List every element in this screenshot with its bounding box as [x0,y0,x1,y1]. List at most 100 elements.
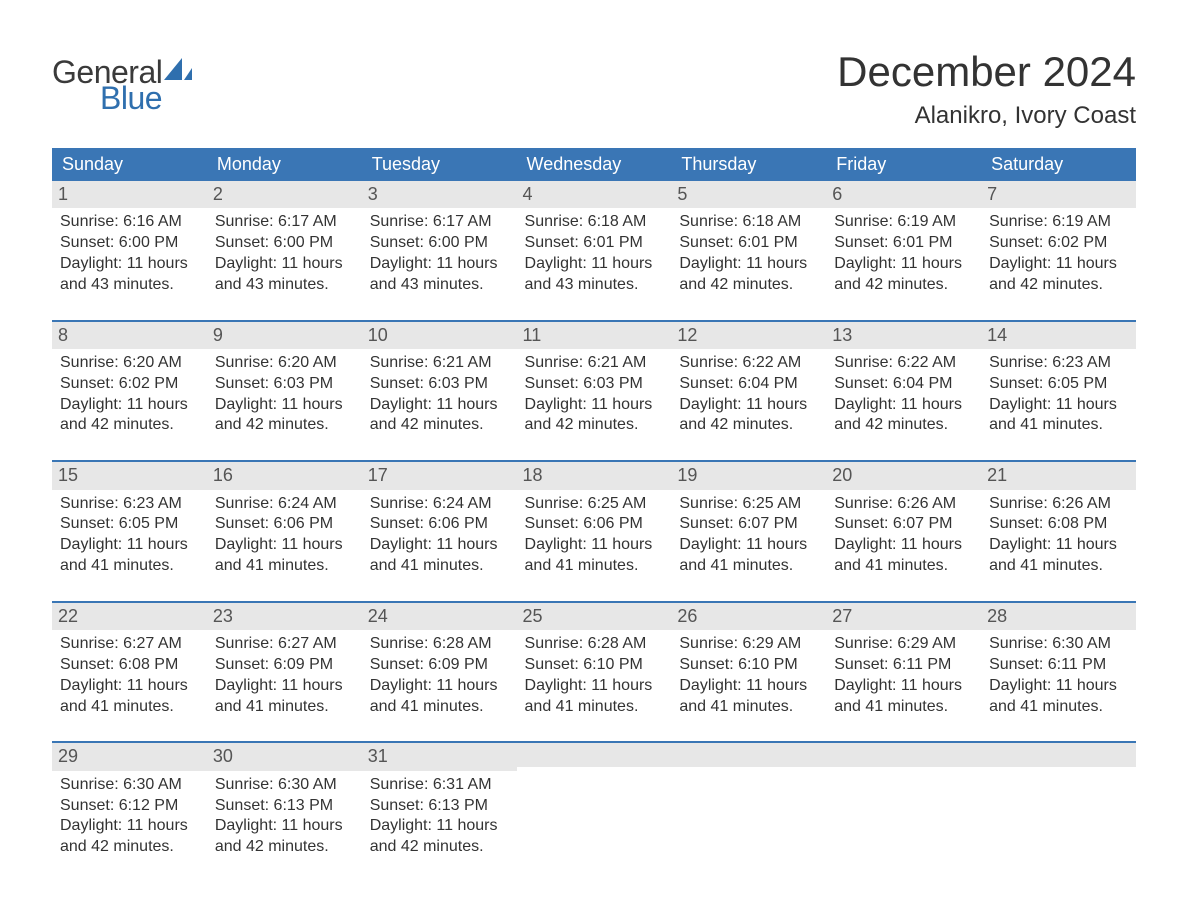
daylight-line-2: and 41 minutes. [679,697,818,718]
sunset-line: Sunset: 6:03 PM [370,374,509,395]
sunrise-line: Sunrise: 6:28 AM [525,634,664,655]
sunset-line: Sunset: 6:13 PM [370,796,509,817]
daylight-line-2: and 42 minutes. [525,415,664,436]
day-number: 8 [52,320,207,349]
daylight-line-1: Daylight: 11 hours [679,535,818,556]
sunset-line: Sunset: 6:06 PM [370,514,509,535]
sunrise-line: Sunrise: 6:25 AM [679,494,818,515]
daylight-line-1: Daylight: 11 hours [989,254,1128,275]
day-number: 15 [52,460,207,489]
daylight-line-2: and 41 minutes. [370,556,509,577]
sunrise-line: Sunrise: 6:19 AM [834,212,973,233]
daylight-line-2: and 42 minutes. [989,275,1128,296]
sunset-line: Sunset: 6:01 PM [834,233,973,254]
calendar-day-cell [981,741,1136,882]
daylight-line-1: Daylight: 11 hours [679,254,818,275]
sail-icon [164,58,192,84]
daylight-line-1: Daylight: 11 hours [215,395,354,416]
calendar-header-row: SundayMondayTuesdayWednesdayThursdayFrid… [52,148,1136,181]
calendar-day-cell: 22 Sunrise: 6:27 AMSunset: 6:08 PMDayligh… [52,601,207,742]
calendar-day-cell [517,741,672,882]
sunrise-line: Sunrise: 6:21 AM [525,353,664,374]
day-number: 11 [517,320,672,349]
calendar-day-cell: 17Sunrise: 6:24 AMSunset: 6:06 PMDayligh… [362,460,517,601]
day-text: Sunrise: 6:27 AMSunset: 6:09 PMDaylight:… [213,634,356,717]
day-number: 20 [826,460,981,489]
day-text: Sunrise: 6:24 AMSunset: 6:06 PMDaylight:… [213,494,356,577]
sunrise-line: Sunrise: 6:30 AM [60,775,199,796]
day-text: Sunrise: 6:30 AMSunset: 6:11 PMDaylight:… [987,634,1130,717]
sunset-line: Sunset: 6:11 PM [989,655,1128,676]
calendar-day-cell: 20Sunrise: 6:26 AMSunset: 6:07 PMDayligh… [826,460,981,601]
sunrise-line: Sunrise: 6:29 AM [679,634,818,655]
sunset-line: Sunset: 6:01 PM [525,233,664,254]
day-number: 10 [362,320,517,349]
header: General Blue December 2024 Alanikro, Ivo… [52,48,1136,130]
sunrise-line: Sunrise: 6:24 AM [215,494,354,515]
sunrise-line: Sunrise: 6:21 AM [370,353,509,374]
sunset-line: Sunset: 6:03 PM [215,374,354,395]
sunrise-line: Sunrise: 6:20 AM [215,353,354,374]
sunrise-line: Sunrise: 6:18 AM [525,212,664,233]
daylight-line-1: Daylight: 11 hours [989,395,1128,416]
day-text: Sunrise: 6:29 AMSunset: 6:11 PMDaylight:… [832,634,975,717]
sunset-line: Sunset: 6:10 PM [679,655,818,676]
calendar-week-row: 8Sunrise: 6:20 AMSunset: 6:02 PMDaylight… [52,320,1136,461]
calendar-week-row: 1 Sunrise: 6:16 AMSunset: 6:00 PM Daylight… [52,181,1136,320]
daylight-line-2: and 41 minutes. [215,697,354,718]
day-text: Sunrise: 6:25 AMSunset: 6:06 PMDaylight:… [523,494,666,577]
daylight-line-2: and 42 minutes. [679,275,818,296]
day-number: 27 [826,601,981,630]
calendar-day-cell: 12Sunrise: 6:22 AMSunset: 6:04 PMDayligh… [671,320,826,461]
daylight-line-2: and 41 minutes. [679,556,818,577]
sunset-line: Sunset: 6:06 PM [215,514,354,535]
sunrise-line: Sunrise: 6:16 AM [60,212,199,233]
sunrise-line: Sunrise: 6:22 AM [679,353,818,374]
calendar-day-cell: 28Sunrise: 6:30 AMSunset: 6:11 PMDayligh… [981,601,1136,742]
sunset-line: Sunset: 6:09 PM [215,655,354,676]
sunset-line: Sunset: 6:07 PM [834,514,973,535]
day-text: Sunrise: 6:20 AMSunset: 6:02 PMDaylight:… [58,353,201,436]
calendar-day-cell: 27 Sunrise: 6:29 AMSunset: 6:11 PMDayligh… [826,601,981,742]
day-number: 22 [52,601,207,630]
sunrise-line: Sunrise: 6:28 AM [370,634,509,655]
daylight-line-2: and 42 minutes. [834,415,973,436]
sunset-line: Sunset: 6:13 PM [215,796,354,817]
daylight-line-1: Daylight: 11 hours [834,676,973,697]
day-text: Sunrise: 6:21 AMSunset: 6:03 PMDaylight:… [368,353,511,436]
day-text: Sunrise: 6:27 AMSunset: 6:08 PMDaylight:… [58,634,201,717]
daylight-line-2: and 42 minutes. [215,837,354,858]
location-label: Alanikro, Ivory Coast [837,102,1136,130]
daylight-line-1: Daylight: 11 hours [679,395,818,416]
daylight-line-2: and 43 minutes. [525,275,664,296]
sunset-line: Sunset: 6:08 PM [989,514,1128,535]
day-number: 18 [517,460,672,489]
day-number: 23 [207,601,362,630]
daylight-line-1: Daylight: 11 hours [60,395,199,416]
day-number: 1 [52,181,207,208]
day-text: Sunrise: 6:19 AMSunset: 6:02 PMDaylight:… [987,212,1130,295]
sunset-line: Sunset: 6:08 PM [60,655,199,676]
daylight-line-2: and 42 minutes. [215,415,354,436]
day-text: Sunrise: 6:24 AMSunset: 6:06 PMDaylight:… [368,494,511,577]
day-number: 2 [207,181,362,208]
calendar-day-cell: 21Sunrise: 6:26 AMSunset: 6:08 PMDayligh… [981,460,1136,601]
daylight-line-1: Daylight: 11 hours [370,676,509,697]
daylight-line-2: and 42 minutes. [679,415,818,436]
calendar-week-row: 15Sunrise: 6:23 AMSunset: 6:05 PMDayligh… [52,460,1136,601]
day-number: 3 [362,181,517,208]
sunset-line: Sunset: 6:01 PM [679,233,818,254]
sunrise-line: Sunrise: 6:25 AM [525,494,664,515]
day-number: 31 [362,741,517,770]
sunset-line: Sunset: 6:00 PM [60,233,199,254]
daylight-line-2: and 41 minutes. [525,697,664,718]
day-text: Sunrise: 6:30 AMSunset: 6:13 PMDaylight:… [213,775,356,858]
calendar-day-cell: 7 Sunrise: 6:19 AMSunset: 6:02 PMDaylight… [981,181,1136,320]
sunset-line: Sunset: 6:02 PM [60,374,199,395]
day-text: Sunrise: 6:26 AMSunset: 6:08 PMDaylight:… [987,494,1130,577]
empty-day-bar [671,741,826,767]
day-number: 6 [826,181,981,208]
day-number: 7 [981,181,1136,208]
calendar-day-cell [826,741,981,882]
daylight-line-1: Daylight: 11 hours [525,676,664,697]
